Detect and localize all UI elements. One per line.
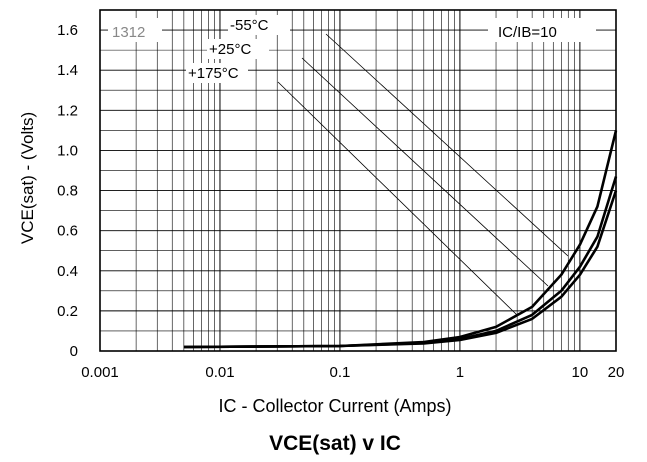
annotation-bg	[207, 39, 269, 59]
y-axis-label: VCE(sat) - (Volts)	[18, 112, 37, 244]
plot-frame	[99, 9, 617, 352]
y-tick-label: 1.0	[57, 142, 78, 159]
series-annotation: -55°C	[230, 17, 269, 34]
annotation-leader-line	[325, 33, 569, 257]
x-tick-label: 0.1	[330, 364, 351, 381]
x-tick-label: 0.001	[81, 364, 119, 381]
annotation-bg	[228, 15, 290, 35]
annotation-leader-line	[277, 81, 518, 316]
chart-title: VCE(sat) v IC	[269, 432, 401, 455]
y-tick-label: 1.6	[57, 22, 78, 39]
annotation-leaders	[277, 33, 569, 316]
y-tick-label: 0	[70, 343, 78, 360]
code-label-bg	[108, 18, 162, 42]
annotation-bg	[186, 63, 248, 83]
x-axis-label: IC - Collector Current (Amps)	[218, 396, 451, 416]
annotation-leader-line	[301, 57, 549, 287]
x-tick-label: 20	[608, 364, 625, 381]
chart-series	[183, 130, 618, 349]
x-tick-label: 0.01	[205, 364, 234, 381]
series-annotations: -55°C +25°C +175°C	[186, 15, 290, 83]
series-annotation: +25°C	[209, 41, 251, 58]
y-tick-label: 0.8	[57, 183, 78, 200]
code-label: 1312	[112, 24, 145, 41]
series-annotation: +175°C	[188, 65, 239, 82]
y-tick-label: 0.2	[57, 303, 78, 320]
y-tick-label: 1.4	[57, 62, 78, 79]
series-line	[183, 176, 618, 349]
series-line	[183, 190, 618, 349]
condition-label-bg	[488, 18, 596, 42]
x-tick-labels: 0.001 0.01 0.1 1 10 20	[81, 364, 624, 381]
condition-label: IC/IB=10	[498, 24, 557, 41]
y-tick-label: 1.2	[57, 102, 78, 119]
x-tick-label: 1	[456, 364, 464, 381]
x-tick-label: 10	[572, 364, 589, 381]
y-tick-labels: 0 0.2 0.4 0.6 0.8 1.0 1.2 1.4 1.6	[57, 22, 78, 360]
series-line	[183, 130, 618, 349]
y-tick-label: 0.4	[57, 263, 78, 280]
y-tick-label: 0.6	[57, 223, 78, 240]
